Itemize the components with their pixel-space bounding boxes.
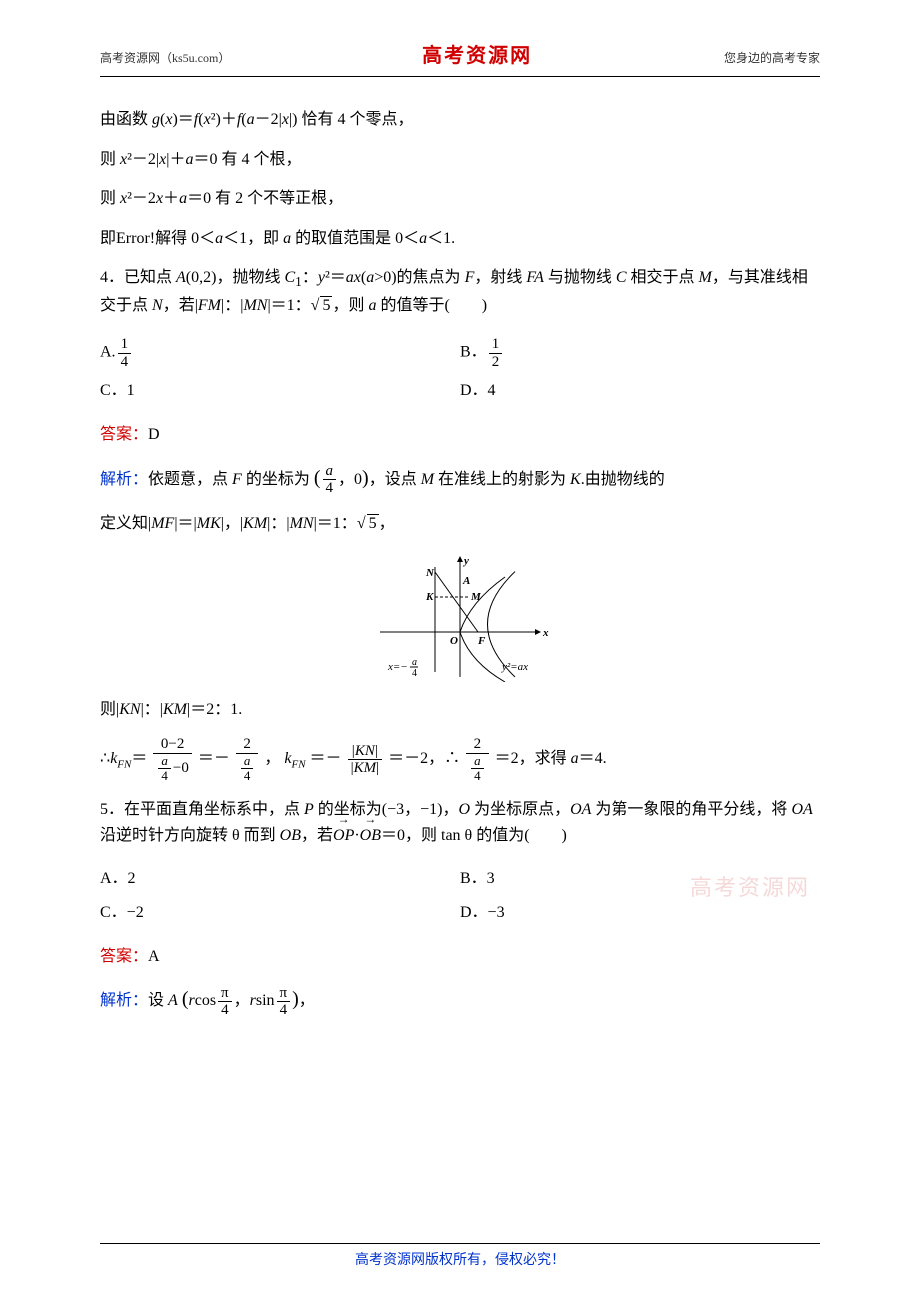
q4-calc: ∴kFN＝ 0−2a4−0 ＝－ 2a4 ， kFN ＝－ |KN||KM| ＝…: [100, 736, 820, 783]
line-1: 由函数 g(x)＝f(x²)＋f(a－2|x|) 恰有 4 个零点，: [100, 107, 820, 133]
q4-option-d[interactable]: D．4: [460, 374, 820, 408]
content-body: 由函数 g(x)＝f(x²)＋f(a－2|x|) 恰有 4 个零点， 则 x²－…: [100, 107, 820, 1019]
svg-text:a: a: [412, 657, 417, 668]
svg-text:K: K: [425, 591, 434, 603]
svg-text:y²=ax: y²=ax: [501, 661, 528, 673]
q4-options: A.14 B．12 C．1 D．4: [100, 332, 820, 408]
q5-option-d[interactable]: D．−3: [460, 896, 820, 930]
svg-text:F: F: [477, 635, 486, 647]
svg-text:N: N: [425, 567, 435, 579]
q5-option-b[interactable]: B．3: [460, 862, 820, 896]
q4-then: 则|KN|：|KM|＝2：1.: [100, 697, 820, 723]
q4-option-a[interactable]: A.14: [100, 332, 460, 374]
header-left: 高考资源网（ks5u.com）: [100, 49, 230, 68]
line-2: 则 x²－2|x|＋a＝0 有 4 个根，: [100, 147, 820, 173]
svg-text:M: M: [470, 591, 482, 603]
svg-text:y: y: [462, 555, 469, 567]
q5-option-c[interactable]: C．−2: [100, 896, 460, 930]
svg-text:O: O: [450, 635, 458, 647]
q5-option-a[interactable]: A．2: [100, 862, 460, 896]
q4-figure: N K A M O F x y x=− a 4 y²=ax: [100, 552, 820, 682]
svg-text:4: 4: [412, 668, 417, 679]
svg-text:A: A: [462, 575, 470, 587]
page-header: 高考资源网（ks5u.com） 高考资源网 您身边的高考专家: [100, 40, 820, 77]
svg-text:x=−: x=−: [387, 661, 408, 673]
svg-text:x: x: [542, 627, 549, 639]
q5-analysis: 解析：设 A (rcosπ4，rsinπ4)，: [100, 983, 820, 1018]
q5-options: A．2 B．3 C．−2 D．−3: [100, 862, 820, 929]
q4-option-c[interactable]: C．1: [100, 374, 460, 408]
q4-option-b[interactable]: B．12: [460, 332, 820, 374]
page-footer: 高考资源网版权所有，侵权必究！: [100, 1243, 820, 1272]
header-center-brand: 高考资源网: [422, 40, 532, 72]
q4-analysis-1: 解析：依题意，点 F 的坐标为 (a4，0)，设点 M 在准线上的射影为 K.由…: [100, 462, 820, 497]
line-4: 即Error!解得 0＜a＜1，即 a 的取值范围是 0＜a＜1.: [100, 226, 820, 252]
q4-stem: 4．已知点 A(0,2)，抛物线 C1：y²＝ax(a>0)的焦点为 F，射线 …: [100, 265, 820, 318]
line-3: 则 x²－2x＋a＝0 有 2 个不等正根，: [100, 186, 820, 212]
header-right: 您身边的高考专家: [724, 49, 820, 68]
q4-answer: 答案：D: [100, 422, 820, 448]
q4-analysis-2: 定义知|MF|＝|MK|，|KM|：|MN|＝1：√5，: [100, 511, 820, 537]
q5-stem: 5．在平面直角坐标系中，点 P 的坐标为(−3，−1)，O 为坐标原点，OA 为…: [100, 797, 820, 848]
q5-answer: 答案：A: [100, 944, 820, 970]
